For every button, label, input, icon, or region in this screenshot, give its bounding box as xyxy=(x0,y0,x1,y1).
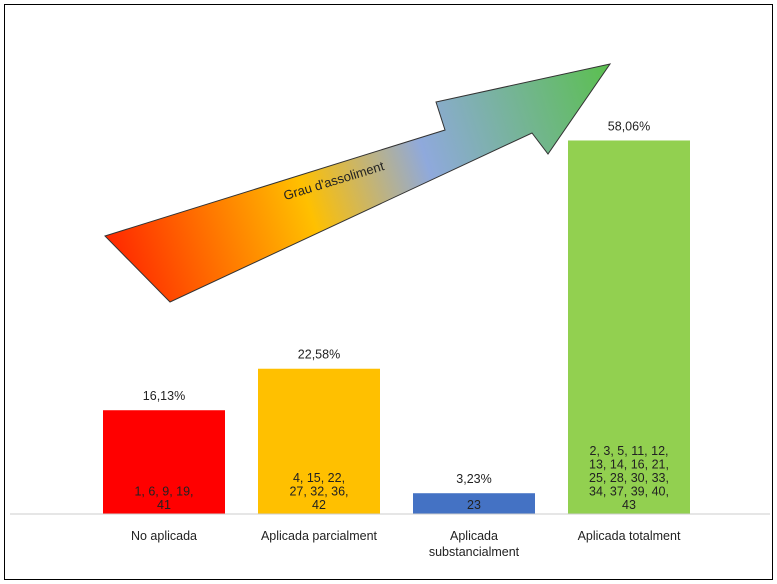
data-label: 16,13% xyxy=(143,389,185,403)
x-tick-label: Aplicada totalment xyxy=(578,529,681,543)
progress-arrow xyxy=(104,63,612,303)
bar xyxy=(258,368,380,514)
bar-items-label: 34, 37, 39, 40, xyxy=(589,485,669,499)
bar-items-label: 27, 32, 36, xyxy=(289,485,348,499)
bar xyxy=(413,493,535,514)
bar-items-label: 23 xyxy=(467,498,481,512)
data-label: 58,06% xyxy=(608,119,650,133)
bar-items-label: 41 xyxy=(157,498,171,512)
bar-items-label: 1, 6, 9, 19, xyxy=(134,485,193,499)
bar xyxy=(103,410,225,514)
bar-items-label: 42 xyxy=(312,498,326,512)
bar-items-label: 13, 14, 16, 21, xyxy=(589,458,669,472)
bar-items-label: 43 xyxy=(622,498,636,512)
bar-items-label: 25, 28, 30, 33, xyxy=(589,471,669,485)
x-tick-label: substancialment xyxy=(429,545,520,559)
x-tick-label: Aplicada xyxy=(450,529,498,543)
data-label: 22,58% xyxy=(298,348,340,362)
bar xyxy=(568,140,690,515)
bar-items-label: 2, 3, 5, 11, 12, xyxy=(590,444,669,458)
x-tick-label: No aplicada xyxy=(131,529,197,543)
x-tick-label: Aplicada parcialment xyxy=(261,529,378,543)
bar-items-label: 4, 15, 22, xyxy=(293,471,345,485)
data-label: 3,23% xyxy=(456,472,491,486)
